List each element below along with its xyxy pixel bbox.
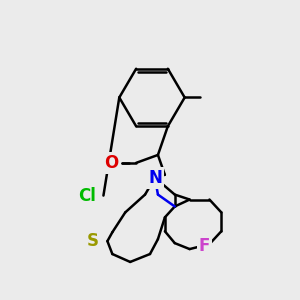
Text: F: F [199, 237, 210, 255]
Text: Cl: Cl [79, 187, 97, 205]
Text: O: O [104, 154, 118, 172]
Text: N: N [148, 169, 162, 187]
Text: S: S [86, 232, 98, 250]
